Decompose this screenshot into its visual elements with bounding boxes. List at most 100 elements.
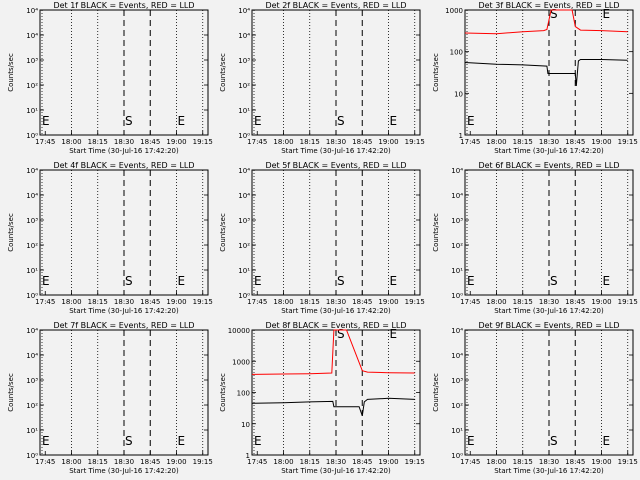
y-tick-label: 10² — [238, 82, 250, 90]
y-tick-label: 10² — [238, 242, 250, 250]
y-tick-label: 10³ — [238, 57, 250, 65]
y-tick-label: 10⁴ — [451, 327, 463, 335]
y-tick-label: 10⁴ — [451, 192, 463, 200]
detector-panel: Det 1f BLACK = Events, RED = LLD 10⁴ 10⁴ 10… — [7, 1, 213, 155]
x-axis-title: Start Time (30-Jul-16 17:42:20) — [69, 147, 179, 155]
lld-rate-line — [251, 329, 415, 375]
x-tick-label: 18:30 — [326, 458, 346, 466]
detector-panel: Det 2f BLACK = Events, RED = LLD 10⁴ 10⁴ 10… — [219, 1, 425, 155]
x-tick-label: 17:45 — [460, 458, 480, 466]
x-tick-label: 18:45 — [140, 138, 160, 146]
y-tick-label: 10⁰ — [451, 452, 463, 460]
detector-panel: Det 5f BLACK = Events, RED = LLD 10⁴ 10⁴ 10… — [219, 161, 425, 315]
y-tick-label: 10¹ — [26, 107, 38, 115]
x-tick-label: 18:00 — [273, 458, 293, 466]
x-axis-title: Start Time (30-Jul-16 17:42:20) — [494, 147, 604, 155]
y-tick-label: 10² — [26, 402, 38, 410]
end-marker-label: E — [42, 114, 50, 128]
end-marker-label: E — [467, 434, 475, 448]
x-tick-label: 18:00 — [61, 458, 81, 466]
y-axis-title: Counts/sec — [7, 373, 15, 412]
panel-title: Det 8f BLACK = Events, RED = LLD — [265, 321, 406, 330]
x-tick-label: 19:00 — [166, 298, 186, 306]
x-tick-label: 18:00 — [61, 138, 81, 146]
y-tick-label: 10² — [451, 242, 463, 250]
x-axis-title: Start Time (30-Jul-16 17:42:20) — [494, 307, 604, 315]
end-marker-label: E — [42, 434, 50, 448]
x-tick-label: 18:45 — [352, 458, 372, 466]
y-tick-label: 10² — [451, 402, 463, 410]
y-tick-label: 10⁴ — [26, 167, 38, 175]
y-axis-title: Counts/sec — [219, 53, 227, 92]
y-tick-label: 1 — [459, 132, 463, 140]
end-marker-label: E — [390, 114, 398, 128]
start-marker-label: S — [337, 274, 345, 288]
start-marker-label: S — [337, 327, 345, 341]
y-tick-label: 10² — [26, 242, 38, 250]
y-tick-label: 10¹ — [238, 107, 250, 115]
x-axis-title: Start Time (30-Jul-16 17:42:20) — [69, 467, 179, 475]
x-tick-label: 19:00 — [591, 138, 611, 146]
x-tick-label: 18:00 — [486, 298, 506, 306]
y-tick-label: 10³ — [26, 217, 38, 225]
detector-panel: Det 4f BLACK = Events, RED = LLD 10⁴ 10⁴ 10… — [7, 161, 213, 315]
x-tick-label: 17:45 — [35, 298, 55, 306]
x-tick-label: 19:15 — [405, 298, 425, 306]
x-tick-label: 18:15 — [88, 458, 108, 466]
y-tick-label: 10² — [26, 82, 38, 90]
y-tick-label: 10⁴ — [238, 7, 250, 15]
x-tick-label: 18:00 — [486, 138, 506, 146]
x-tick-label: 17:45 — [35, 138, 55, 146]
x-tick-label: 18:15 — [300, 138, 320, 146]
x-tick-label: 18:15 — [513, 298, 533, 306]
y-tick-label: 100 — [237, 390, 250, 398]
panel-title: Det 6f BLACK = Events, RED = LLD — [478, 161, 619, 170]
x-tick-label: 18:45 — [140, 298, 160, 306]
y-tick-label: 10⁴ — [26, 7, 38, 15]
x-tick-label: 18:30 — [114, 298, 134, 306]
y-tick-label: 10³ — [26, 377, 38, 385]
x-tick-label: 18:30 — [539, 298, 559, 306]
x-tick-label: 19:15 — [618, 298, 638, 306]
events-rate-line — [251, 397, 415, 416]
start-marker-label: S — [125, 274, 133, 288]
y-tick-label: 10³ — [451, 377, 463, 385]
x-tick-label: 19:00 — [378, 138, 398, 146]
events-rate-line — [464, 59, 628, 87]
x-axis-title: Start Time (30-Jul-16 17:42:20) — [494, 467, 604, 475]
x-tick-label: 17:45 — [460, 298, 480, 306]
y-tick-label: 10¹ — [26, 427, 38, 435]
x-tick-label: 19:15 — [193, 458, 213, 466]
x-tick-label: 18:15 — [88, 138, 108, 146]
end-marker-label: E — [390, 327, 398, 341]
x-axis-title: Start Time (30-Jul-16 17:42:20) — [69, 307, 179, 315]
x-axis-title: Start Time (30-Jul-16 17:42:20) — [281, 467, 391, 475]
y-tick-label: 10⁴ — [238, 167, 250, 175]
y-tick-label: 1000 — [232, 358, 250, 366]
end-marker-label: E — [178, 274, 186, 288]
x-tick-label: 19:15 — [193, 138, 213, 146]
x-tick-label: 18:15 — [88, 298, 108, 306]
x-tick-label: 17:45 — [247, 298, 267, 306]
end-marker-label: E — [178, 434, 186, 448]
y-tick-label: 10⁰ — [238, 132, 250, 140]
y-tick-label: 10⁴ — [26, 192, 38, 200]
panel-title: Det 7f BLACK = Events, RED = LLD — [53, 321, 194, 330]
start-marker-label: S — [125, 114, 133, 128]
y-tick-label: 10⁴ — [451, 167, 463, 175]
x-tick-label: 18:15 — [513, 458, 533, 466]
y-tick-label: 10¹ — [26, 267, 38, 275]
x-tick-label: 19:00 — [166, 138, 186, 146]
x-tick-label: 19:00 — [591, 298, 611, 306]
x-tick-label: 18:45 — [352, 298, 372, 306]
panel-title: Det 2f BLACK = Events, RED = LLD — [265, 1, 406, 10]
x-tick-label: 18:15 — [513, 138, 533, 146]
x-tick-label: 18:30 — [114, 138, 134, 146]
y-axis-title: Counts/sec — [219, 373, 227, 412]
start-marker-label: S — [550, 434, 558, 448]
x-tick-label: 18:00 — [273, 298, 293, 306]
y-tick-label: 1 — [246, 452, 250, 460]
x-tick-label: 17:45 — [247, 458, 267, 466]
end-marker-label: E — [603, 434, 611, 448]
